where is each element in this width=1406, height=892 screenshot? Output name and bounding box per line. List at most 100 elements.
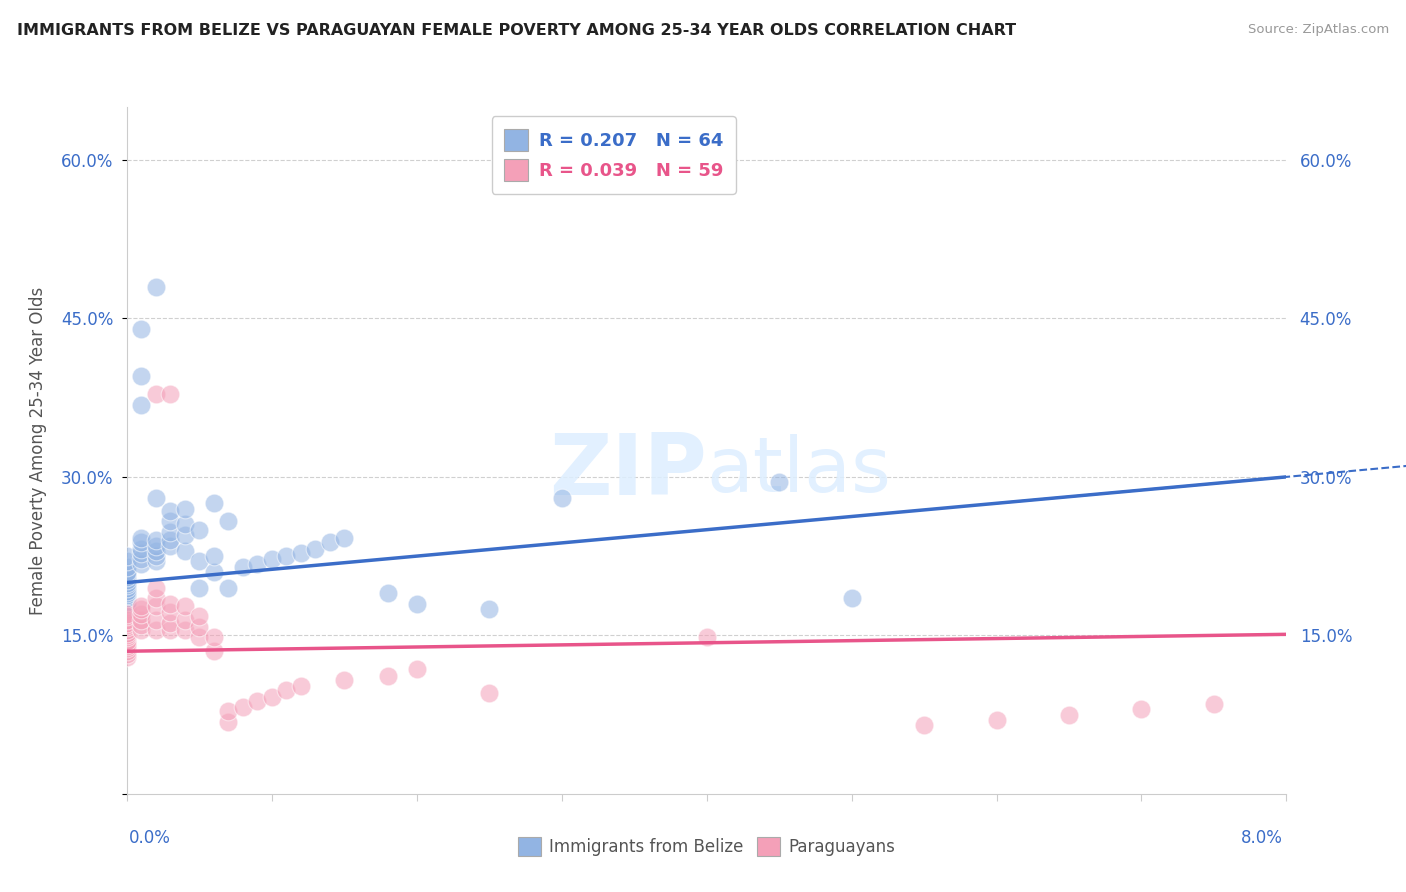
Point xyxy=(231,700,253,714)
Point xyxy=(129,552,152,566)
Point xyxy=(115,588,138,602)
Point xyxy=(129,557,152,571)
Point xyxy=(159,387,181,401)
Point xyxy=(260,690,283,704)
Point xyxy=(115,602,138,616)
Point xyxy=(1130,702,1153,716)
Point xyxy=(173,501,195,516)
Point xyxy=(145,623,167,637)
Point xyxy=(159,524,181,539)
Point xyxy=(129,607,152,622)
Point xyxy=(145,491,167,505)
Point xyxy=(159,615,181,630)
Point xyxy=(188,581,211,595)
Point xyxy=(115,570,138,584)
Y-axis label: Female Poverty Among 25-34 Year Olds: Female Poverty Among 25-34 Year Olds xyxy=(30,286,46,615)
Point xyxy=(478,602,501,616)
Point xyxy=(115,591,138,606)
Point xyxy=(115,549,138,563)
Legend: Immigrants from Belize, Paraguayans: Immigrants from Belize, Paraguayans xyxy=(509,829,904,864)
Point xyxy=(115,641,138,656)
Point xyxy=(115,584,138,599)
Point xyxy=(986,713,1008,727)
Point xyxy=(145,533,167,548)
Text: 0.0%: 0.0% xyxy=(129,830,172,847)
Point xyxy=(115,615,138,630)
Point xyxy=(159,504,181,518)
Point xyxy=(173,528,195,542)
Point xyxy=(202,496,225,510)
Point xyxy=(377,668,399,682)
Point xyxy=(145,544,167,558)
Point xyxy=(129,398,152,412)
Point xyxy=(217,705,239,719)
Point xyxy=(173,599,195,613)
Point xyxy=(405,597,427,611)
Text: IMMIGRANTS FROM BELIZE VS PARAGUAYAN FEMALE POVERTY AMONG 25-34 YEAR OLDS CORREL: IMMIGRANTS FROM BELIZE VS PARAGUAYAN FEM… xyxy=(17,23,1017,38)
Point xyxy=(115,639,138,653)
Point xyxy=(202,644,225,658)
Point xyxy=(550,491,572,505)
Point xyxy=(145,591,167,606)
Point xyxy=(202,631,225,645)
Point xyxy=(129,602,152,616)
Point xyxy=(173,517,195,532)
Point xyxy=(115,567,138,582)
Point xyxy=(115,617,138,632)
Point xyxy=(1202,697,1225,711)
Text: atlas: atlas xyxy=(706,434,891,508)
Point xyxy=(145,613,167,627)
Text: Source: ZipAtlas.com: Source: ZipAtlas.com xyxy=(1249,23,1389,37)
Point xyxy=(260,552,283,566)
Text: ZIP: ZIP xyxy=(548,430,706,513)
Point xyxy=(333,673,356,687)
Point xyxy=(377,586,399,600)
Point xyxy=(115,631,138,645)
Point xyxy=(246,694,269,708)
Point xyxy=(159,605,181,619)
Point xyxy=(173,544,195,558)
Point xyxy=(202,549,225,563)
Point xyxy=(217,514,239,528)
Point xyxy=(188,609,211,624)
Point xyxy=(129,613,152,627)
Point xyxy=(129,322,152,336)
Point xyxy=(115,577,138,591)
Point xyxy=(188,620,211,634)
Point xyxy=(115,648,138,662)
Point xyxy=(333,531,356,545)
Point xyxy=(115,565,138,579)
Point xyxy=(115,597,138,611)
Point xyxy=(478,686,501,700)
Point xyxy=(145,599,167,613)
Point xyxy=(115,581,138,595)
Point xyxy=(115,637,138,651)
Point xyxy=(159,533,181,548)
Point xyxy=(115,626,138,640)
Point xyxy=(115,607,138,622)
Point xyxy=(274,549,297,563)
Point xyxy=(159,597,181,611)
Point xyxy=(159,623,181,637)
Point xyxy=(145,539,167,553)
Point xyxy=(115,628,138,642)
Point xyxy=(115,574,138,588)
Point xyxy=(115,644,138,658)
Point xyxy=(145,581,167,595)
Point xyxy=(129,546,152,560)
Point xyxy=(145,549,167,563)
Point xyxy=(188,554,211,568)
Point xyxy=(115,559,138,574)
Point xyxy=(129,535,152,549)
Point xyxy=(274,683,297,698)
Point xyxy=(159,539,181,553)
Point xyxy=(145,279,167,293)
Point xyxy=(217,581,239,595)
Point xyxy=(695,631,717,645)
Point xyxy=(129,541,152,556)
Point xyxy=(159,514,181,528)
Point xyxy=(115,620,138,634)
Point xyxy=(115,609,138,624)
Point xyxy=(145,387,167,401)
Point xyxy=(405,662,427,676)
